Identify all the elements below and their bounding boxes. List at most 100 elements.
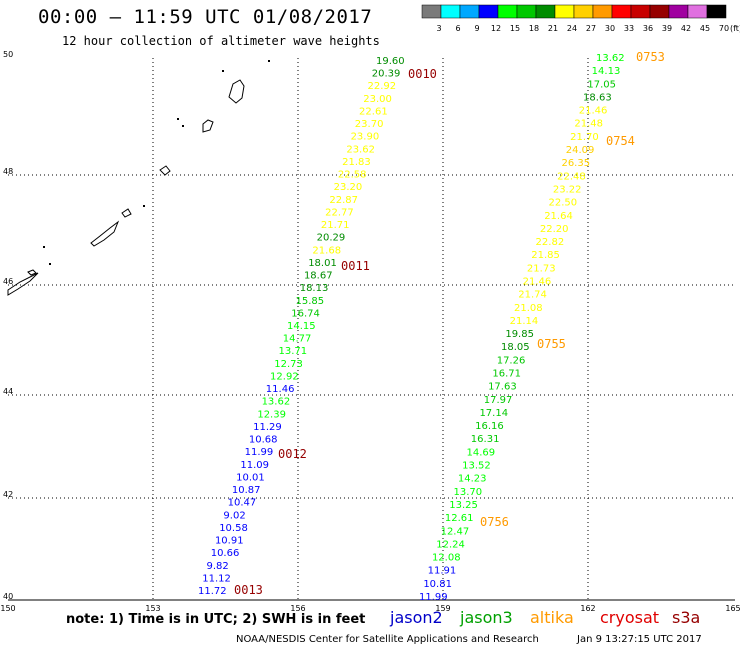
satellite-altika: altika bbox=[530, 608, 574, 627]
wave-height-label: 10.91 bbox=[215, 536, 244, 547]
wave-height-label: 21.48 bbox=[574, 119, 603, 130]
legend-tick-label: 30 bbox=[605, 24, 615, 33]
island-dot bbox=[49, 263, 51, 265]
legend-tick-label: 21 bbox=[548, 24, 558, 33]
wave-height-label: 23.90 bbox=[351, 132, 380, 143]
legend-tick-label: 33 bbox=[624, 24, 634, 33]
wave-height-label: 21.71 bbox=[321, 220, 350, 231]
longitude-tick-label: 156 bbox=[290, 604, 305, 613]
legend-tick-label: 6 bbox=[455, 24, 460, 33]
wave-height-label: 11.99 bbox=[419, 592, 448, 603]
credit-line: NOAA/NESDIS Center for Satellite Applica… bbox=[236, 634, 539, 645]
pass-time-label: 0755 bbox=[537, 337, 566, 351]
latitude-tick-label: 46 bbox=[3, 277, 13, 286]
legend-tick-label: 15 bbox=[510, 24, 520, 33]
legend-unit: (ft) bbox=[730, 24, 740, 33]
wave-height-label: 11.12 bbox=[202, 573, 231, 584]
wave-height-label: 11.46 bbox=[266, 384, 295, 395]
pass-time-label: 0754 bbox=[606, 134, 635, 148]
legend-swatch bbox=[497, 4, 518, 19]
wave-height-label: 16.16 bbox=[475, 421, 504, 432]
legend-tick-label: 45 bbox=[700, 24, 710, 33]
wave-height-label: 22.58 bbox=[338, 170, 367, 181]
wave-height-label: 23.70 bbox=[355, 119, 384, 130]
wave-height-label: 21.08 bbox=[514, 303, 543, 314]
wave-height-label: 21.14 bbox=[510, 316, 539, 327]
longitude-tick-label: 153 bbox=[145, 604, 160, 613]
wave-height-label: 17.26 bbox=[497, 355, 526, 366]
wave-height-label: 17.63 bbox=[488, 382, 517, 393]
wave-height-label: 10.81 bbox=[423, 579, 452, 590]
wave-height-label: 18.05 bbox=[501, 342, 530, 353]
latitude-tick-label: 40 bbox=[3, 592, 13, 601]
legend-tick-label: 24 bbox=[567, 24, 577, 33]
wave-height-label: 20.29 bbox=[317, 233, 346, 244]
pass-time-label: 0010 bbox=[408, 67, 437, 81]
generated-timestamp: Jan 9 13:27:15 UTC 2017 bbox=[577, 634, 702, 645]
wave-height-label: 17.97 bbox=[484, 395, 513, 406]
wave-height-label: 15.85 bbox=[295, 296, 324, 307]
wave-height-label: 22.61 bbox=[359, 106, 388, 117]
wave-height-label: 10.68 bbox=[249, 435, 278, 446]
island-dot bbox=[182, 125, 184, 127]
wave-height-label: 21.46 bbox=[523, 276, 552, 287]
legend-swatch bbox=[554, 4, 575, 19]
legend-swatch bbox=[706, 4, 727, 19]
wave-height-label: 23.00 bbox=[363, 94, 392, 105]
wave-height-label: 13.62 bbox=[596, 53, 625, 64]
wave-height-label: 21.68 bbox=[312, 245, 341, 256]
wave-height-label: 12.24 bbox=[436, 539, 465, 550]
legend-swatch bbox=[630, 4, 651, 19]
coastline bbox=[228, 79, 245, 104]
wave-height-label: 18.67 bbox=[304, 271, 333, 282]
longitude-tick-label: 159 bbox=[435, 604, 450, 613]
wave-height-label: 18.13 bbox=[300, 283, 329, 294]
wave-height-label: 14.15 bbox=[287, 321, 316, 332]
map-title: 00:00 – 11:59 UTC 01/08/2017 bbox=[38, 6, 373, 28]
longitude-tick-label: 165 bbox=[725, 604, 740, 613]
wave-height-label: 12.08 bbox=[432, 553, 461, 564]
wave-height-label: 11.09 bbox=[240, 460, 269, 471]
legend-tick-label: 36 bbox=[643, 24, 653, 33]
wave-height-label: 16.71 bbox=[492, 369, 521, 380]
island-dot bbox=[268, 60, 270, 62]
wave-height-label: 14.23 bbox=[458, 474, 487, 485]
wave-height-label: 12.61 bbox=[445, 513, 474, 524]
legend-swatch bbox=[649, 4, 670, 19]
wave-height-label: 12.73 bbox=[274, 359, 303, 370]
satellite-s3a: s3a bbox=[672, 608, 701, 627]
wave-height-label: 19.60 bbox=[376, 56, 405, 67]
legend-swatch bbox=[440, 4, 461, 19]
latitude-tick-label: 48 bbox=[3, 167, 13, 176]
wave-height-label: 21.46 bbox=[579, 106, 608, 117]
satellite-jason2: jason2 bbox=[390, 608, 443, 627]
wave-height-label: 10.58 bbox=[219, 523, 248, 534]
wave-height-label: 21.83 bbox=[342, 157, 371, 168]
legend-tick-label: 39 bbox=[662, 24, 672, 33]
wave-height-label: 10.87 bbox=[232, 485, 261, 496]
coastline bbox=[27, 269, 37, 276]
wave-height-label: 26.35 bbox=[561, 158, 590, 169]
island-dot bbox=[43, 246, 45, 248]
wave-height-label: 9.82 bbox=[206, 561, 228, 572]
wave-height-label: 22.50 bbox=[549, 198, 578, 209]
legend-swatch bbox=[478, 4, 499, 19]
wave-height-label: 21.85 bbox=[531, 250, 560, 261]
pass-time-label: 0013 bbox=[234, 583, 263, 597]
legend-tick-label: 12 bbox=[491, 24, 501, 33]
latitude-tick-label: 42 bbox=[3, 490, 13, 499]
wave-height-label: 18.63 bbox=[583, 92, 612, 103]
wave-height-label: 13.62 bbox=[262, 397, 291, 408]
legend-swatch bbox=[459, 4, 480, 19]
legend-tick-label: 42 bbox=[681, 24, 691, 33]
coastline bbox=[90, 220, 120, 247]
wave-height-label: 13.70 bbox=[454, 487, 483, 498]
island-dot bbox=[177, 118, 179, 120]
legend-tick-label: 9 bbox=[474, 24, 479, 33]
legend-tick-label: 3 bbox=[436, 24, 441, 33]
wave-height-label: 13.25 bbox=[449, 500, 478, 511]
wave-height-label: 10.47 bbox=[228, 498, 257, 509]
legend-swatch bbox=[687, 4, 708, 19]
wave-height-label: 12.47 bbox=[441, 526, 470, 537]
wave-height-label: 17.05 bbox=[587, 79, 616, 90]
